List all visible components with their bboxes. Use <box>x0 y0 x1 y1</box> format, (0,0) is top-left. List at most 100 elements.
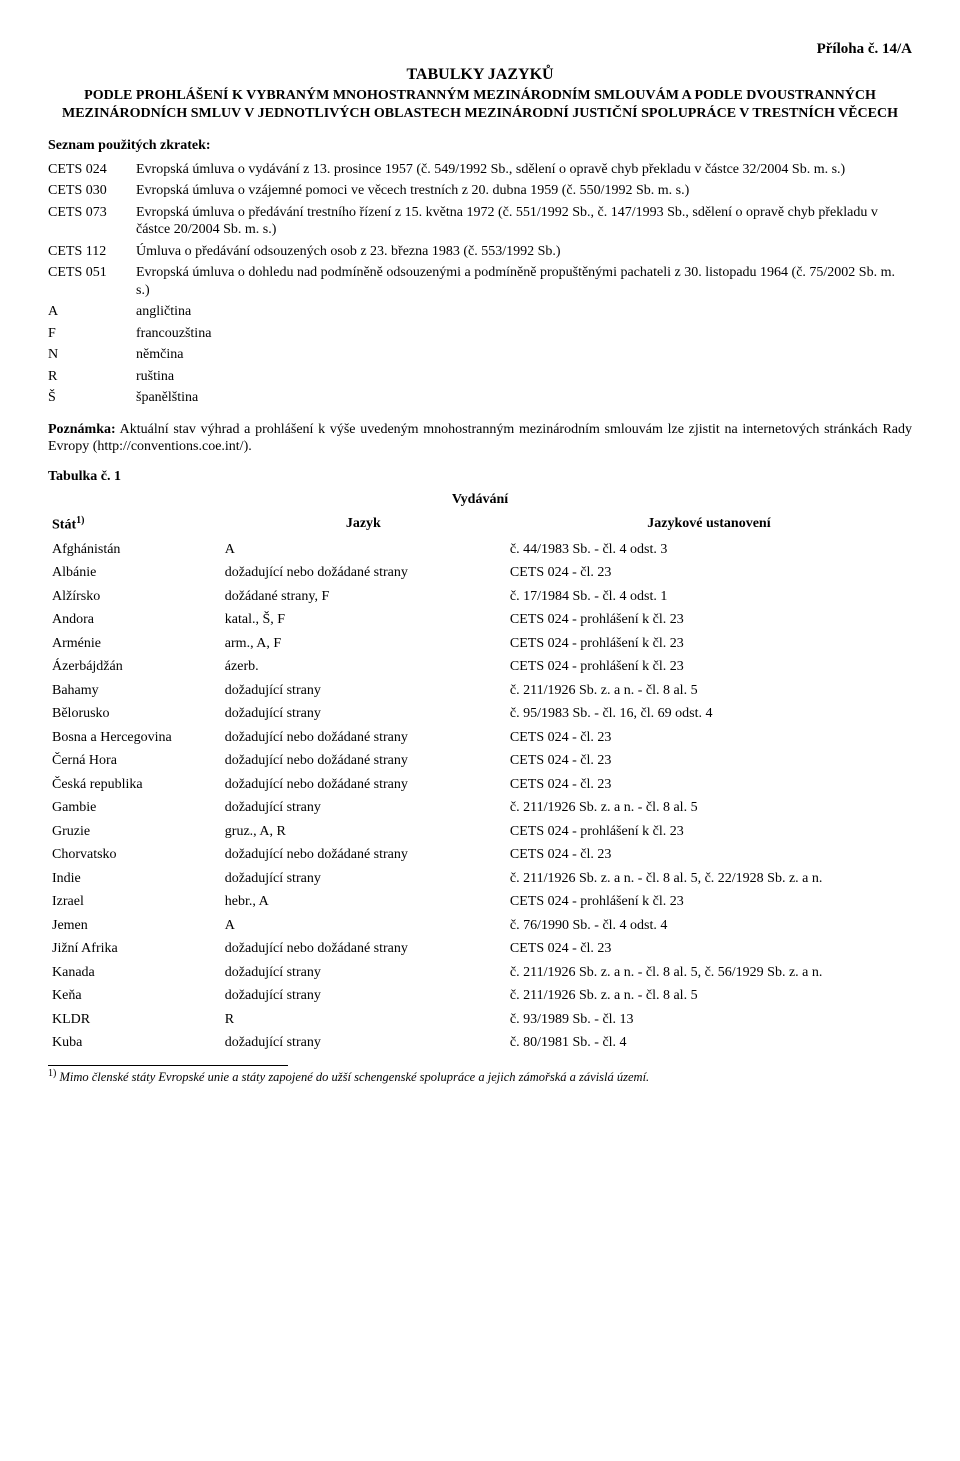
abbrev-code: N <box>48 344 136 366</box>
cell-language: dožadující strany <box>221 702 506 726</box>
abbreviations-label: Seznam použitých zkratek: <box>48 137 912 155</box>
table-row: Albániedožadující nebo dožádané stranyCE… <box>48 561 912 585</box>
abbrev-row: Ššpanělština <box>48 387 912 409</box>
document-subtitle: PODLE PROHLÁŠENÍ K VYBRANÝM MNOHOSTRANNÝ… <box>48 87 912 123</box>
table-row: Ázerbájdžánázerb.CETS 024 - prohlášení k… <box>48 655 912 679</box>
table-row: Česká republikadožadující nebo dožádané … <box>48 773 912 797</box>
col-header-state: Stát1) <box>48 513 221 538</box>
cell-provision: č. 211/1926 Sb. z. a n. - čl. 8 al. 5 <box>506 796 912 820</box>
cell-provision: č. 211/1926 Sb. z. a n. - čl. 8 al. 5, č… <box>506 961 912 985</box>
abbrev-text: španělština <box>136 387 912 409</box>
note-paragraph: Poznámka: Aktuální stav výhrad a prohláš… <box>48 421 912 456</box>
abbrev-row: CETS 030Evropská úmluva o vzájemné pomoc… <box>48 180 912 202</box>
cell-provision: č. 17/1984 Sb. - čl. 4 odst. 1 <box>506 585 912 609</box>
cell-state: Česká republika <box>48 773 221 797</box>
table-row: Indiedožadující stranyč. 211/1926 Sb. z.… <box>48 867 912 891</box>
cell-state: Bosna a Hercegovina <box>48 726 221 750</box>
footnote-text: Mimo členské státy Evropské unie a státy… <box>56 1070 649 1084</box>
cell-language: dožadující strany <box>221 961 506 985</box>
note-label: Poznámka: <box>48 422 116 437</box>
languages-table: Stát1) Jazyk Jazykové ustanovení Afgháni… <box>48 513 912 1055</box>
table-row: Jižní Afrikadožadující nebo dožádané str… <box>48 937 912 961</box>
cell-state: Indie <box>48 867 221 891</box>
abbrev-code: CETS 051 <box>48 262 136 301</box>
abbrev-text: ruština <box>136 366 912 388</box>
table-row: Běloruskodožadující stranyč. 95/1983 Sb.… <box>48 702 912 726</box>
table-row: Gambiedožadující stranyč. 211/1926 Sb. z… <box>48 796 912 820</box>
abbrev-code: A <box>48 301 136 323</box>
cell-state: Gruzie <box>48 820 221 844</box>
cell-language: arm., A, F <box>221 632 506 656</box>
cell-state: Afghánistán <box>48 538 221 562</box>
abbrev-row: Nněmčina <box>48 344 912 366</box>
cell-state: Alžírsko <box>48 585 221 609</box>
table-row: Gruziegruz., A, RCETS 024 - prohlášení k… <box>48 820 912 844</box>
abbrev-row: Rruština <box>48 366 912 388</box>
note-text: Aktuální stav výhrad a prohlášení k výše… <box>48 422 912 455</box>
cell-language: dožadující strany <box>221 984 506 1008</box>
cell-provision: CETS 024 - čl. 23 <box>506 726 912 750</box>
document-title: TABULKY JAZYKŮ <box>48 65 912 85</box>
cell-provision: CETS 024 - prohlášení k čl. 23 <box>506 890 912 914</box>
table-row: Alžírskodožádané strany, Fč. 17/1984 Sb.… <box>48 585 912 609</box>
abbrev-code: Š <box>48 387 136 409</box>
cell-provision: CETS 024 - prohlášení k čl. 23 <box>506 608 912 632</box>
cell-state: Ázerbájdžán <box>48 655 221 679</box>
abbrev-code: CETS 024 <box>48 159 136 181</box>
cell-provision: CETS 024 - čl. 23 <box>506 749 912 773</box>
cell-language: dožádané strany, F <box>221 585 506 609</box>
cell-state: KLDR <box>48 1008 221 1032</box>
cell-state: Kuba <box>48 1031 221 1055</box>
cell-language: A <box>221 914 506 938</box>
cell-state: Albánie <box>48 561 221 585</box>
abbrev-row: CETS 112Úmluva o předávání odsouzených o… <box>48 241 912 263</box>
cell-state: Černá Hora <box>48 749 221 773</box>
cell-provision: č. 211/1926 Sb. z. a n. - čl. 8 al. 5, č… <box>506 867 912 891</box>
abbrev-code: CETS 030 <box>48 180 136 202</box>
cell-state: Arménie <box>48 632 221 656</box>
footnote-separator <box>48 1065 288 1066</box>
footnote: 1) Mimo členské státy Evropské unie a st… <box>48 1068 912 1086</box>
cell-provision: č. 76/1990 Sb. - čl. 4 odst. 4 <box>506 914 912 938</box>
abbrev-text: Evropská úmluva o předávání trestního ří… <box>136 202 912 241</box>
cell-provision: CETS 024 - čl. 23 <box>506 937 912 961</box>
cell-language: dožadující nebo dožádané strany <box>221 843 506 867</box>
cell-provision: CETS 024 - čl. 23 <box>506 773 912 797</box>
cell-state: Keňa <box>48 984 221 1008</box>
cell-language: dožadující strany <box>221 796 506 820</box>
cell-language: hebr., A <box>221 890 506 914</box>
table-row: Chorvatskodožadující nebo dožádané stran… <box>48 843 912 867</box>
abbrev-code: R <box>48 366 136 388</box>
table-row: Bosna a Hercegovinadožadující nebo dožád… <box>48 726 912 750</box>
abbrev-code: CETS 073 <box>48 202 136 241</box>
table-row: Arméniearm., A, FCETS 024 - prohlášení k… <box>48 632 912 656</box>
abbrev-text: angličtina <box>136 301 912 323</box>
abbreviations-table: CETS 024Evropská úmluva o vydávání z 13.… <box>48 159 912 409</box>
cell-provision: CETS 024 - čl. 23 <box>506 561 912 585</box>
abbrev-text: Úmluva o předávání odsouzených osob z 23… <box>136 241 912 263</box>
cell-state: Andora <box>48 608 221 632</box>
cell-language: dožadující strany <box>221 679 506 703</box>
cell-language: R <box>221 1008 506 1032</box>
cell-provision: CETS 024 - prohlášení k čl. 23 <box>506 655 912 679</box>
abbrev-text: Evropská úmluva o dohledu nad podmíněně … <box>136 262 912 301</box>
cell-language: gruz., A, R <box>221 820 506 844</box>
col-header-language: Jazyk <box>221 513 506 538</box>
cell-provision: CETS 024 - prohlášení k čl. 23 <box>506 632 912 656</box>
cell-language: dožadující nebo dožádané strany <box>221 726 506 750</box>
cell-state: Bělorusko <box>48 702 221 726</box>
cell-state: Jižní Afrika <box>48 937 221 961</box>
abbrev-text: Evropská úmluva o vzájemné pomoci ve věc… <box>136 180 912 202</box>
cell-language: dožadující nebo dožádané strany <box>221 773 506 797</box>
col-header-provision: Jazykové ustanovení <box>506 513 912 538</box>
abbrev-code: CETS 112 <box>48 241 136 263</box>
attachment-header: Příloha č. 14/A <box>48 40 912 59</box>
abbrev-text: francouzština <box>136 323 912 345</box>
cell-language: A <box>221 538 506 562</box>
abbrev-code: F <box>48 323 136 345</box>
cell-provision: CETS 024 - čl. 23 <box>506 843 912 867</box>
cell-provision: č. 211/1926 Sb. z. a n. - čl. 8 al. 5 <box>506 679 912 703</box>
cell-language: dožadující strany <box>221 1031 506 1055</box>
table-row: Keňadožadující stranyč. 211/1926 Sb. z. … <box>48 984 912 1008</box>
cell-language: dožadující nebo dožádané strany <box>221 749 506 773</box>
